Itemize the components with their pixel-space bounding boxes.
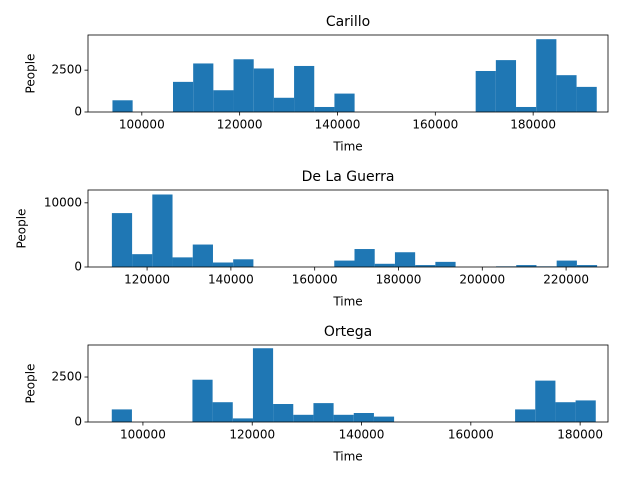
x-tick-label: 120000 xyxy=(229,428,275,442)
y-tick-label: 10000 xyxy=(44,195,82,209)
bar xyxy=(435,261,456,267)
y-axis-label: People xyxy=(24,54,38,94)
bar xyxy=(516,265,537,267)
bar xyxy=(535,380,556,422)
bar xyxy=(253,68,274,112)
bar xyxy=(576,86,597,112)
bar xyxy=(555,402,576,422)
bar xyxy=(536,39,557,112)
bar xyxy=(193,63,214,112)
bar xyxy=(212,262,234,267)
bar xyxy=(152,194,173,267)
bar xyxy=(475,70,496,112)
x-tick-label: 100000 xyxy=(119,118,165,132)
bar xyxy=(111,409,132,422)
bar xyxy=(333,414,354,422)
bar xyxy=(515,409,536,422)
bar xyxy=(112,100,133,112)
bar xyxy=(495,60,517,112)
chart-title: Ortega xyxy=(324,324,372,340)
bar xyxy=(111,213,133,267)
x-tick-label: 120000 xyxy=(217,118,263,132)
x-tick-label: 180000 xyxy=(376,273,422,287)
chart-title: De La Guerra xyxy=(302,169,395,185)
bar xyxy=(576,265,598,267)
bar xyxy=(334,93,355,112)
bar xyxy=(313,403,334,422)
x-tick-label: 140000 xyxy=(339,428,385,442)
bar xyxy=(212,402,233,422)
x-tick-label: 220000 xyxy=(543,273,589,287)
x-axis-label: Time xyxy=(332,295,362,309)
bar xyxy=(373,416,395,422)
bar xyxy=(252,348,274,422)
axes-frame xyxy=(87,34,609,113)
y-tick-label: 0 xyxy=(74,260,82,274)
y-tick-label: 2500 xyxy=(51,370,82,384)
x-tick-label: 100000 xyxy=(120,428,166,442)
x-axis-label: Time xyxy=(332,140,362,154)
y-axis-label: People xyxy=(15,209,29,249)
bar xyxy=(213,90,234,112)
x-tick-label: 140000 xyxy=(208,273,254,287)
y-axis-label: People xyxy=(24,364,38,404)
x-tick-label: 120000 xyxy=(124,273,170,287)
x-tick-label: 180000 xyxy=(510,118,556,132)
axes-frame xyxy=(87,344,609,423)
bar xyxy=(132,254,153,267)
bar xyxy=(354,249,375,267)
chart-title: Carillo xyxy=(326,14,370,30)
bar xyxy=(516,106,537,112)
bar xyxy=(232,418,253,422)
x-tick-label: 160000 xyxy=(448,428,494,442)
x-axis-label: Time xyxy=(332,450,362,464)
axes-frame xyxy=(87,189,609,268)
x-tick-label: 160000 xyxy=(292,273,338,287)
y-tick-label: 0 xyxy=(74,105,82,119)
bar xyxy=(192,244,213,267)
bar xyxy=(575,400,596,422)
bar xyxy=(192,379,213,422)
x-tick-label: 180000 xyxy=(557,428,603,442)
bar xyxy=(334,260,355,267)
bar xyxy=(374,263,395,267)
bar xyxy=(172,81,194,112)
x-tick-label: 160000 xyxy=(412,118,458,132)
x-tick-label: 140000 xyxy=(315,118,361,132)
bar xyxy=(353,413,374,422)
bar xyxy=(172,257,193,267)
bar xyxy=(273,97,295,112)
x-tick-label: 200000 xyxy=(459,273,505,287)
bar xyxy=(294,65,315,112)
bar xyxy=(233,259,254,267)
bar xyxy=(556,260,577,267)
bar xyxy=(556,75,577,112)
y-tick-label: 2500 xyxy=(51,63,82,77)
bar xyxy=(314,106,335,112)
bar xyxy=(394,252,416,267)
bar xyxy=(293,414,314,422)
bar xyxy=(273,404,294,422)
bar xyxy=(233,59,254,112)
bar xyxy=(415,265,436,267)
y-tick-label: 0 xyxy=(74,415,82,429)
